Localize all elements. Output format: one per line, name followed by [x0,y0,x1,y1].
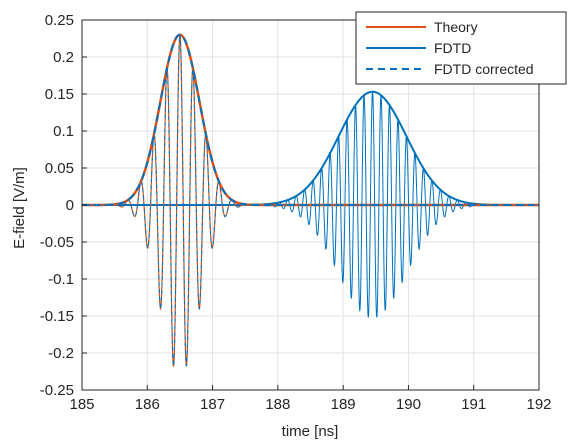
x-tick-label: 189 [331,396,356,413]
y-tick-label: -0.05 [40,234,74,251]
x-tick-label: 185 [69,396,94,413]
series-fdtd-envelope [82,90,539,206]
x-tick-label: 186 [135,396,160,413]
y-tick-label: 0.1 [53,123,74,140]
series-fdtd-corrected-envelope [82,33,539,206]
x-tick-label: 187 [200,396,225,413]
y-tick-label: -0.2 [48,345,74,362]
legend-label: FDTD [434,40,471,56]
plot-area [82,33,539,368]
y-tick-label: -0.1 [48,271,74,288]
y-tick-label: 0.15 [45,86,74,103]
x-tick-label: 190 [396,396,421,413]
y-tick-label: 0 [66,197,74,214]
y-tick-label: 0.05 [45,160,74,177]
axes: 185 186 187 188 189 190 191 192 0.25 0.2 0.15 0.1 0.… [40,12,552,413]
y-axis-label: E-field [V/m] [11,167,28,249]
x-tick-label: 188 [265,396,290,413]
y-tick-label: 0.25 [45,12,74,29]
x-tick-label: 192 [526,396,551,413]
legend: Theory FDTD FDTD corrected [355,11,567,85]
axes-box [81,19,540,391]
y-tick-label: -0.15 [40,308,74,325]
x-tick-label: 191 [461,396,486,413]
x-axis-label: time [ns] [282,423,339,440]
legend-label: FDTD corrected [434,61,534,77]
legend-label: Theory [434,19,478,35]
y-tick-label: -0.25 [40,382,74,399]
y-tick-label: 0.2 [53,49,74,66]
